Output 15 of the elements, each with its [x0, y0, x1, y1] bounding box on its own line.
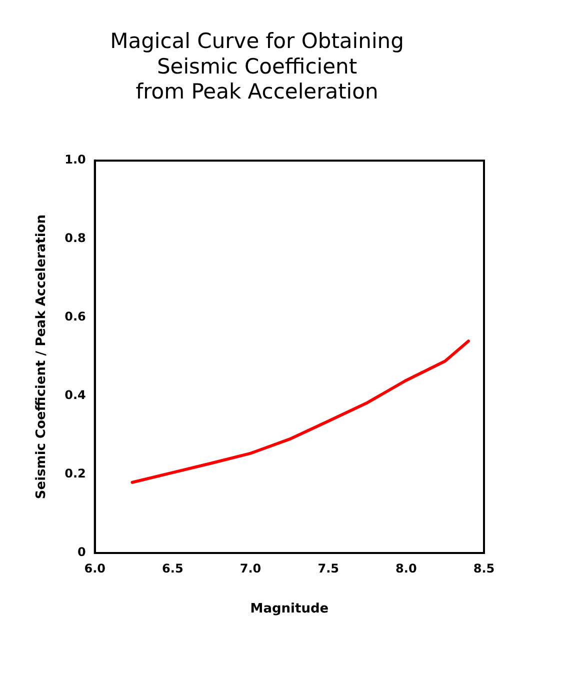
x-tick-label: 8.5 [473, 561, 495, 576]
y-tick-label: 1.0 [64, 152, 86, 167]
y-axis-title: Seismic Coefficient / Peak Acceleration [34, 214, 50, 500]
x-tick-label: 6.0 [84, 561, 106, 576]
x-tick-label: 6.5 [162, 561, 184, 576]
y-tick-label: 0.6 [64, 310, 86, 324]
x-axis-title: Magnitude [250, 602, 329, 617]
x-tick-label: 7.0 [240, 561, 262, 576]
x-tick-label: 7.5 [318, 561, 339, 576]
y-tick-label: 0.4 [64, 388, 86, 402]
x-tick-label: 8.0 [396, 561, 417, 576]
y-tick-label: 0 [78, 545, 86, 560]
chart-title: Magical Curve for Obtaining Seismic Coefficient from Peak Acceleration [110, 29, 404, 104]
y-tick-label: 0.8 [64, 231, 86, 246]
y-tick-label: 0.2 [64, 466, 86, 481]
